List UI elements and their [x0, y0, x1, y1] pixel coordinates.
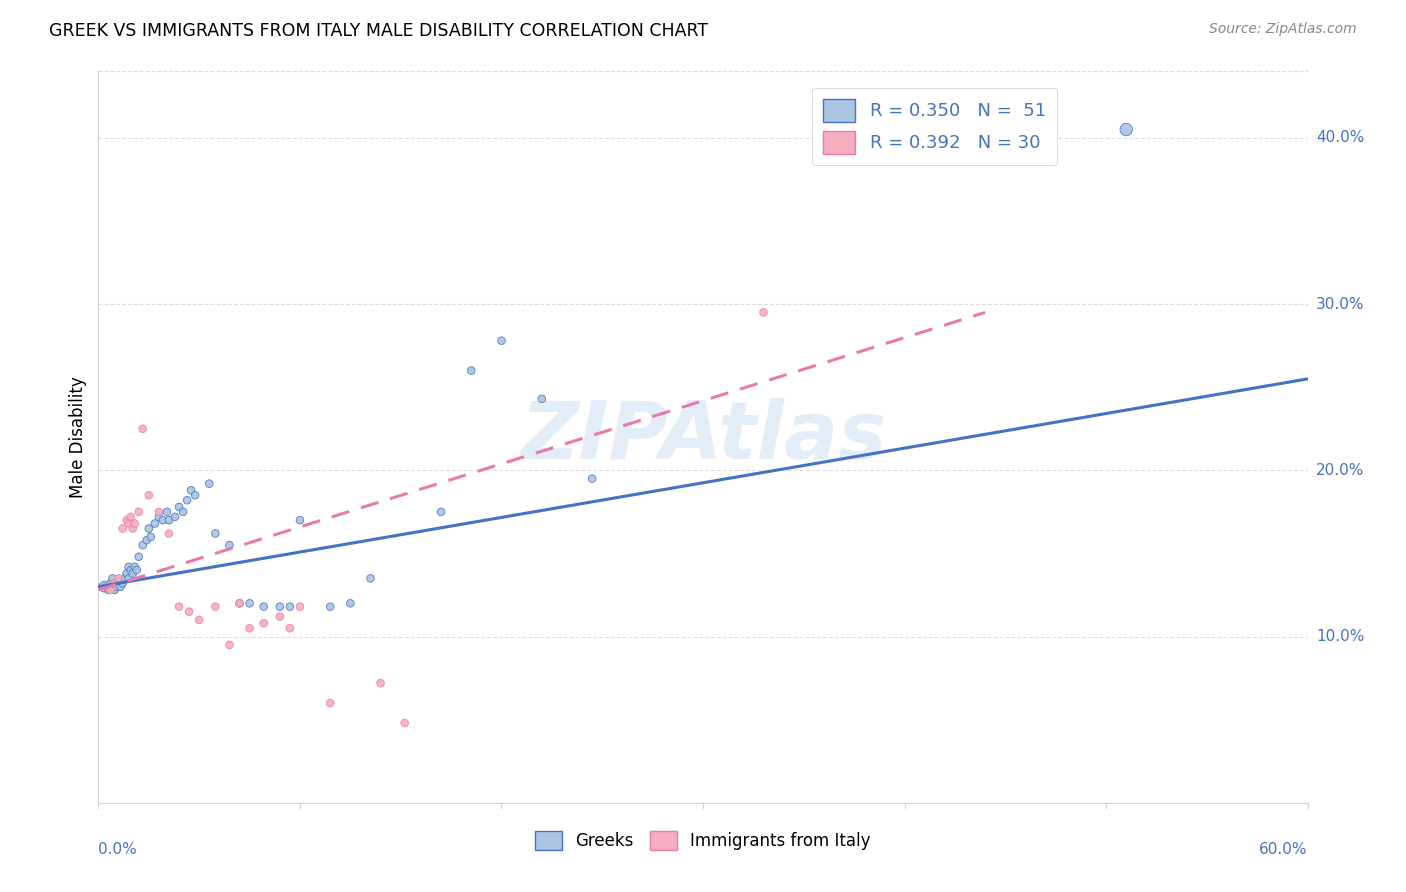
Point — [125, 563, 148, 577]
Point — [460, 363, 482, 377]
Point — [319, 696, 342, 710]
Point — [239, 596, 262, 610]
Point — [152, 513, 174, 527]
Point — [167, 599, 190, 614]
Point — [110, 580, 132, 594]
Point — [269, 599, 291, 614]
Point — [491, 334, 513, 348]
Point — [319, 599, 342, 614]
Point — [124, 559, 146, 574]
Point — [148, 509, 170, 524]
Point — [128, 505, 150, 519]
Point — [115, 566, 138, 581]
Text: 20.0%: 20.0% — [1316, 463, 1364, 478]
Point — [118, 571, 141, 585]
Point — [100, 576, 122, 591]
Point — [278, 599, 301, 614]
Point — [269, 609, 291, 624]
Text: 40.0%: 40.0% — [1316, 130, 1364, 145]
Text: 10.0%: 10.0% — [1316, 629, 1364, 644]
Point — [105, 580, 128, 594]
Point — [97, 582, 120, 597]
Point — [132, 538, 155, 552]
Point — [157, 526, 180, 541]
Point — [111, 521, 134, 535]
Point — [218, 638, 240, 652]
Point — [360, 571, 382, 585]
Point — [138, 488, 160, 502]
Point — [288, 599, 311, 614]
Text: 0.0%: 0.0% — [98, 842, 138, 856]
Point — [188, 613, 211, 627]
Point — [581, 472, 603, 486]
Point — [139, 530, 162, 544]
Point — [120, 563, 142, 577]
Point — [239, 621, 262, 635]
Text: GREEK VS IMMIGRANTS FROM ITALY MALE DISABILITY CORRELATION CHART: GREEK VS IMMIGRANTS FROM ITALY MALE DISA… — [49, 22, 709, 40]
Point — [100, 582, 122, 597]
Point — [218, 538, 240, 552]
Point — [114, 571, 136, 585]
Point — [148, 505, 170, 519]
Point — [370, 676, 392, 690]
Point — [107, 571, 129, 585]
Point — [121, 566, 143, 581]
Text: ZIPAtlas: ZIPAtlas — [520, 398, 886, 476]
Point — [253, 616, 276, 631]
Point — [163, 509, 186, 524]
Point — [198, 476, 221, 491]
Point — [1115, 122, 1137, 136]
Point — [93, 580, 115, 594]
Y-axis label: Male Disability: Male Disability — [69, 376, 87, 498]
Point — [253, 599, 276, 614]
Point — [167, 500, 190, 514]
Point — [278, 621, 301, 635]
Legend: Greeks, Immigrants from Italy: Greeks, Immigrants from Italy — [529, 824, 877, 856]
Point — [118, 559, 141, 574]
Point — [228, 596, 250, 610]
Point — [288, 513, 311, 527]
Point — [204, 526, 226, 541]
Point — [394, 716, 416, 731]
Point — [96, 580, 118, 594]
Point — [128, 549, 150, 564]
Point — [138, 521, 160, 535]
Point — [132, 422, 155, 436]
Point — [111, 576, 134, 591]
Point — [143, 516, 166, 531]
Point — [103, 582, 125, 597]
Point — [101, 571, 124, 585]
Text: 60.0%: 60.0% — [1260, 842, 1308, 856]
Point — [115, 513, 138, 527]
Point — [530, 392, 553, 406]
Point — [176, 493, 198, 508]
Point — [135, 533, 157, 548]
Point — [156, 505, 179, 519]
Point — [228, 596, 250, 610]
Point — [157, 513, 180, 527]
Point — [339, 596, 361, 610]
Point — [120, 509, 142, 524]
Text: 30.0%: 30.0% — [1316, 297, 1364, 311]
Point — [179, 605, 201, 619]
Point — [180, 483, 202, 498]
Point — [121, 521, 143, 535]
Point — [118, 516, 141, 531]
Point — [752, 305, 775, 319]
Point — [172, 505, 194, 519]
Point — [103, 576, 125, 591]
Text: Source: ZipAtlas.com: Source: ZipAtlas.com — [1209, 22, 1357, 37]
Point — [124, 516, 146, 531]
Point — [204, 599, 226, 614]
Point — [184, 488, 207, 502]
Point — [430, 505, 453, 519]
Point — [107, 574, 129, 589]
